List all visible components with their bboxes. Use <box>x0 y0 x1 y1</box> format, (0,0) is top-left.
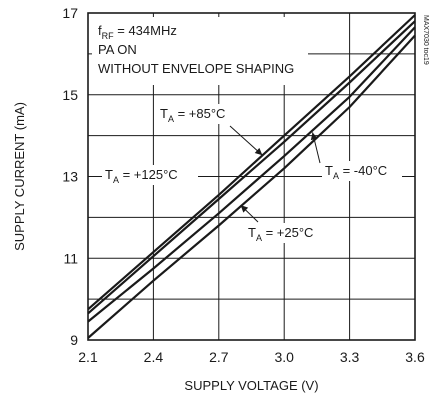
series-labels: TA = +85°C TA = +125°C TA = -40°C TA = +25°… <box>102 104 402 243</box>
figure-credit: MAX7030 toc19 <box>422 15 429 65</box>
series-label-background <box>322 161 402 181</box>
condition-line: PA ON <box>98 42 137 57</box>
series-label: TA = -40°C <box>325 163 387 181</box>
x-tick-label: 2.1 <box>78 349 98 365</box>
y-tick-label: 11 <box>63 250 78 266</box>
y-tick-label: 15 <box>62 87 78 103</box>
series-label-background <box>102 165 198 185</box>
x-tick-label: 2.7 <box>209 349 229 365</box>
x-tick-label: 3.6 <box>405 349 425 365</box>
series-line <box>87 34 416 339</box>
series-label: TA = +25°C <box>248 225 313 243</box>
x-tick-label: 3.0 <box>274 349 294 365</box>
x-tick-label: 2.4 <box>144 349 164 365</box>
callout-arrowhead <box>254 147 263 156</box>
callout-line <box>229 125 263 156</box>
y-tick-label: 9 <box>70 332 78 348</box>
y-tick-label: 13 <box>62 169 78 185</box>
condition-line: WITHOUT ENVELOPE SHAPING <box>98 61 294 76</box>
tick-labels: 2.1 2.4 2.7 3.0 3.3 3.6 9 11 13 15 17 <box>62 5 425 365</box>
series-label-background <box>157 104 249 124</box>
series-line <box>87 20 416 315</box>
series-label: TA = +85°C <box>160 106 225 124</box>
label-callouts <box>229 125 321 223</box>
series-line <box>87 26 416 323</box>
x-tick-label: 3.3 <box>340 349 360 365</box>
y-axis-title: SUPPLY CURRENT (mA) <box>12 102 27 251</box>
callout-arrowhead <box>240 205 249 213</box>
series-label: TA = +125°C <box>105 167 178 185</box>
series-label-background <box>245 223 329 243</box>
note-background <box>92 17 308 85</box>
condition-line: fRF = 434MHz <box>98 23 177 41</box>
series-lines <box>87 14 416 339</box>
plot-frame <box>87 12 416 341</box>
series-line <box>87 14 416 311</box>
y-tick-label: 17 <box>62 5 78 21</box>
x-axis-title: SUPPLY VOLTAGE (V) <box>184 378 318 393</box>
callout-arrowhead <box>310 132 318 141</box>
